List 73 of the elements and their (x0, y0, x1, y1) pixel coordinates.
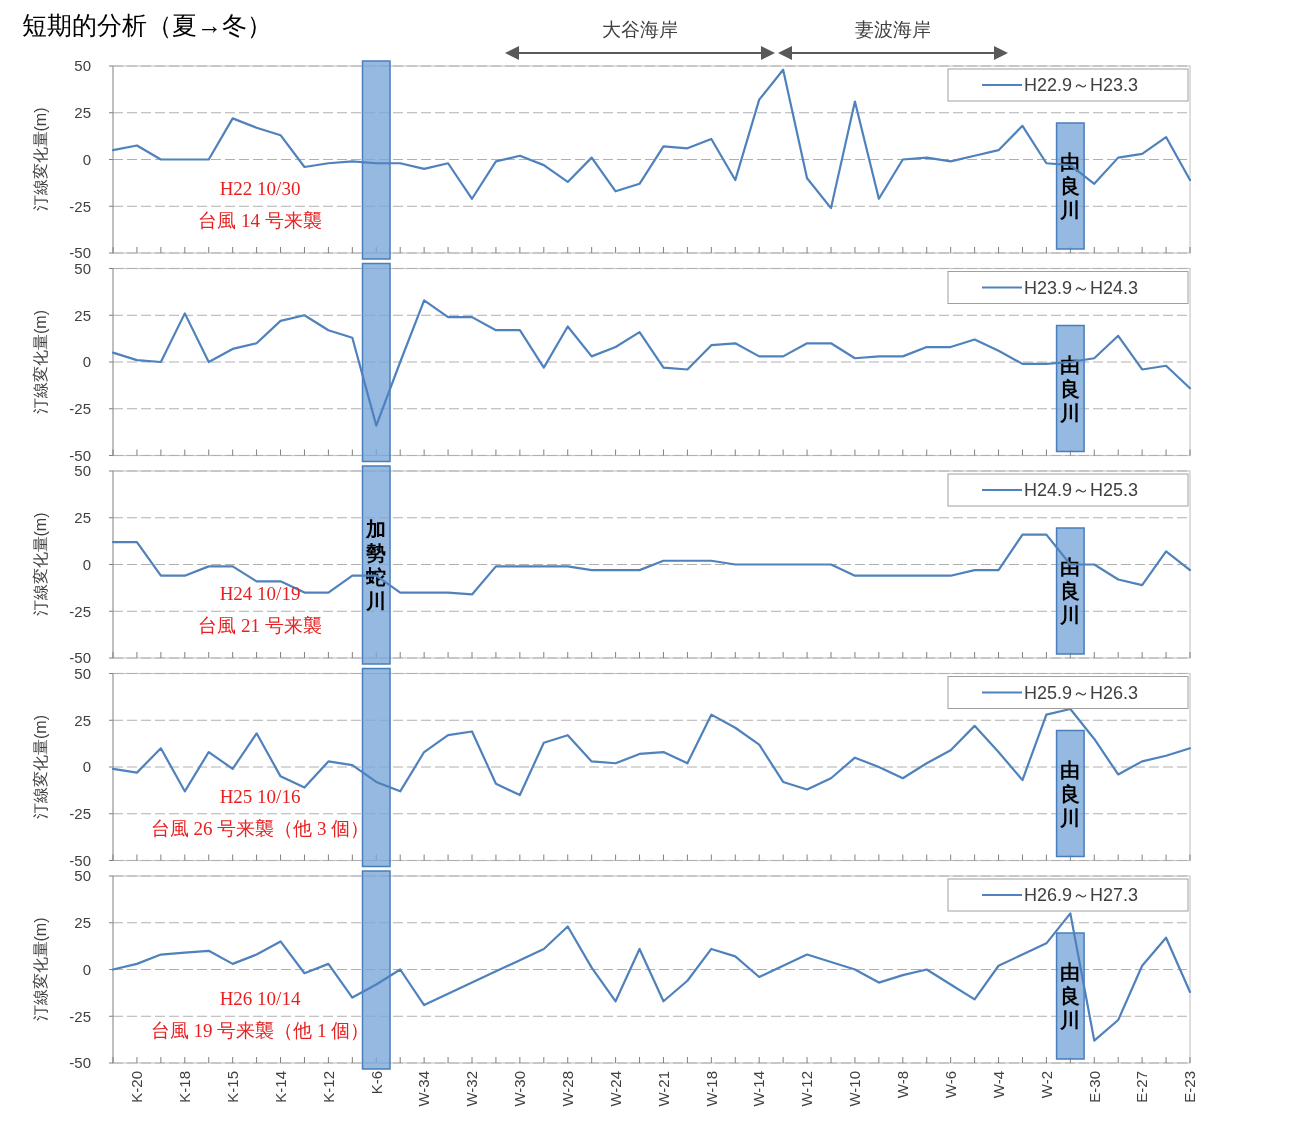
y-tick-label: 50 (74, 57, 91, 75)
x-tick-label: W-32 (463, 1071, 481, 1107)
x-tick-label: W-24 (606, 1071, 624, 1107)
x-tick-label: K-12 (319, 1071, 337, 1103)
text: 大谷海岸 (602, 19, 678, 40)
x-tick-label: W-30 (511, 1071, 529, 1107)
legend-label: H22.9～H23.3 (1024, 75, 1139, 96)
x-tick-label: E-27 (1133, 1071, 1151, 1103)
x-tick-label: W-6 (941, 1071, 959, 1099)
band-label: 由良川 (1059, 961, 1081, 1031)
x-tick-label: W-18 (702, 1071, 720, 1107)
annotation: H25 10/16 (219, 785, 301, 807)
y-axis-title: 汀線変化量(m) (31, 715, 49, 819)
band-label: 由良川 (1059, 556, 1081, 626)
x-tick-label: K-20 (128, 1071, 146, 1103)
x-tick-label: K-15 (223, 1071, 241, 1103)
y-tick-label: 0 (82, 150, 91, 168)
y-tick-label: -25 (69, 805, 91, 822)
legend-label: H24.9～H25.3 (1024, 480, 1139, 501)
annotation: H24 10/19 (219, 583, 301, 604)
y-tick-label: 50 (74, 664, 91, 682)
x-tick-label: W-28 (558, 1071, 576, 1107)
annotation: 台風 14 号来襲 (198, 210, 322, 231)
x-tick-label: W-12 (798, 1071, 816, 1107)
y-tick-label: 25 (74, 306, 91, 324)
annotation: H22 10/30 (219, 178, 301, 199)
x-tick-label: W-2 (1037, 1071, 1055, 1099)
y-tick-label: 25 (74, 914, 91, 931)
y-tick-label: 0 (82, 758, 91, 776)
y-tick-label: -25 (69, 400, 91, 417)
annotation: 台風 26 号来襲（他 3 個） (150, 817, 370, 839)
x-tick-label: K-14 (271, 1071, 289, 1103)
legend-label: H26.9～H27.3 (1024, 885, 1139, 906)
y-axis-title: 汀線変化量(m) (31, 310, 49, 414)
legend-label: H23.9～H24.3 (1024, 277, 1139, 298)
y-tick-label: 0 (82, 555, 91, 573)
y-axis-title: 汀線変化量(m) (31, 917, 49, 1022)
y-axis-title: 汀線変化量(m) (31, 512, 49, 617)
annotation: 台風 21 号来襲 (198, 615, 322, 636)
y-tick-label: -50 (69, 446, 91, 464)
y-tick-label: -25 (69, 197, 91, 215)
y-tick-label: -25 (69, 1007, 91, 1025)
y-tick-label: -25 (69, 602, 91, 620)
y-tick-label: 50 (74, 259, 91, 277)
y-tick-label: 25 (74, 509, 91, 526)
y-tick-label: 50 (74, 462, 91, 480)
y-tick-label: -50 (69, 851, 91, 869)
y-tick-label: 25 (74, 711, 91, 729)
x-tick-label: W-21 (654, 1071, 672, 1107)
x-tick-label: W-10 (846, 1071, 864, 1107)
x-tick-label: E-23 (1181, 1071, 1199, 1103)
x-tick-label: K-6 (367, 1071, 385, 1095)
y-tick-label: 0 (82, 353, 91, 371)
y-tick-label: 50 (74, 867, 91, 885)
y-tick-label: 0 (82, 960, 91, 978)
x-tick-label: W-8 (894, 1071, 912, 1099)
y-tick-label: -50 (69, 1054, 91, 1072)
y-tick-label: -50 (69, 244, 91, 262)
x-tick-label: W-4 (989, 1071, 1007, 1099)
y-axis-title: 汀線変化量(m) (31, 107, 49, 212)
band-label: 由良川 (1059, 758, 1081, 829)
legend-label: H25.9～H26.3 (1024, 682, 1139, 703)
text: 妻波海岸 (855, 19, 931, 40)
band-label: 由良川 (1059, 353, 1081, 424)
x-tick-label: E-30 (1085, 1071, 1103, 1103)
x-tick-label: W-14 (750, 1071, 768, 1107)
x-tick-label: W-34 (415, 1071, 433, 1107)
annotation: H26 10/14 (219, 988, 301, 1009)
annotation: 台風 19 号来襲（他 1 個） (150, 1020, 370, 1041)
y-tick-label: -50 (69, 649, 91, 667)
y-tick-label: 25 (74, 104, 91, 121)
x-tick-label: K-18 (176, 1071, 194, 1103)
chart-title: 短期的分析（夏→冬） (22, 11, 272, 39)
